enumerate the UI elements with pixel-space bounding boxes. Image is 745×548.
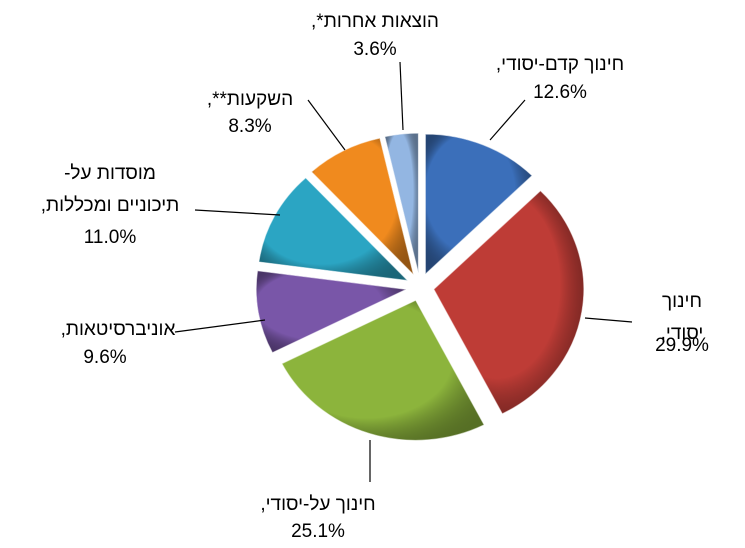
leader-line	[489, 99, 526, 141]
leader-line	[584, 317, 633, 323]
slice-shade	[310, 137, 415, 277]
slice-label: מוסדות על- תיכוניים ומכללות,	[40, 163, 180, 216]
value-label: 11.0%	[83, 227, 137, 248]
leader-line	[174, 319, 266, 333]
slice-shade	[281, 299, 485, 441]
value-label: 9.6%	[83, 347, 127, 368]
slice-shade	[424, 133, 533, 276]
slice-shade	[255, 270, 408, 354]
value-label: 12.6%	[533, 82, 587, 103]
leader-line	[307, 99, 346, 151]
leader-line	[399, 61, 404, 131]
slice-label: אוניברסיטאות,	[60, 319, 176, 340]
slice-shade	[433, 190, 585, 415]
value-label: 29.9%	[655, 335, 709, 356]
slice-label: השקעות**,	[206, 89, 294, 110]
slice-label: חינוך קדם-יסודי,	[495, 54, 625, 75]
slice-shade	[384, 132, 419, 274]
leader-line	[194, 209, 281, 216]
value-label: 25.1%	[291, 521, 345, 542]
slice-label: הוצאות אחרות*,	[311, 11, 439, 32]
value-label: 8.3%	[228, 116, 272, 137]
slice-label: חינוך יסודי,	[660, 291, 704, 344]
slice-shade	[258, 177, 409, 282]
slice-label: חינוך על-יסודי,	[260, 494, 376, 515]
value-label: 3.6%	[353, 39, 397, 60]
